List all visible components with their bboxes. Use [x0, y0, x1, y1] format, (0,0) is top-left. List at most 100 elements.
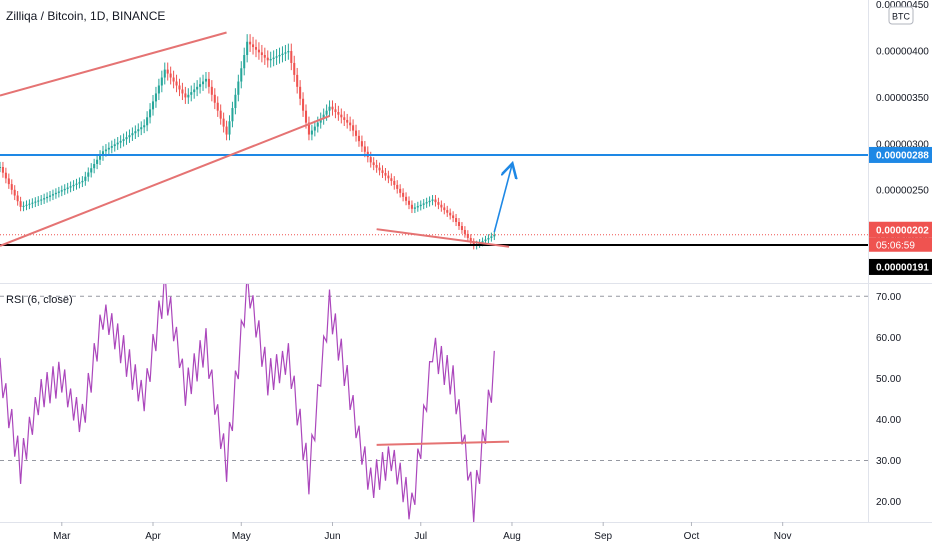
candle	[437, 197, 440, 210]
candle	[328, 100, 331, 117]
rsi-axis-ticks[interactable]: 20.00 30.00 40.00 50.00 60.00 70.00	[876, 292, 901, 508]
candle	[354, 124, 358, 142]
candle	[151, 94, 155, 116]
rsi-line	[0, 284, 495, 522]
channel-lower-line[interactable]	[0, 115, 330, 247]
candle	[37, 196, 40, 207]
candle	[34, 197, 37, 208]
candle	[57, 186, 60, 198]
price-tick-label: 0.00000350	[876, 93, 929, 104]
candle	[128, 129, 131, 143]
candle	[140, 121, 143, 136]
price-axis-ticks[interactable]: 0.000002000.000002500.000003000.00000350…	[876, 0, 929, 243]
candle	[240, 61, 243, 89]
candle	[81, 176, 84, 188]
candle	[0, 161, 2, 173]
candle	[357, 130, 360, 147]
candle	[87, 167, 90, 182]
channel-upper-line[interactable]	[0, 31, 227, 97]
candle	[10, 179, 13, 195]
candle	[90, 163, 93, 178]
candle	[322, 108, 325, 125]
countdown-badge: 05:06:59	[869, 237, 932, 252]
candle	[431, 195, 434, 206]
candle	[463, 226, 466, 238]
candle	[184, 86, 187, 104]
price-pane[interactable]	[0, 0, 868, 283]
time-tick-label: May	[232, 531, 251, 542]
price-tick-label: 0.00000400	[876, 47, 929, 58]
candle	[252, 36, 255, 55]
time-tick-label: Sep	[594, 531, 612, 542]
svg-text:0.00000191: 0.00000191	[876, 262, 929, 273]
candle	[387, 170, 390, 184]
candle	[225, 120, 228, 141]
candle	[284, 44, 287, 62]
candle	[66, 182, 69, 194]
candle	[228, 115, 231, 141]
candle	[60, 185, 63, 197]
candle	[190, 85, 193, 102]
candle	[266, 50, 269, 68]
candle	[101, 145, 105, 161]
candle	[316, 116, 319, 133]
candle	[346, 113, 349, 129]
candle	[378, 162, 381, 176]
currency-button[interactable]: BTC	[888, 6, 914, 25]
candle	[422, 199, 425, 210]
candle	[457, 218, 461, 230]
falling-trendline[interactable]	[376, 228, 510, 248]
candle	[72, 180, 75, 191]
svg-text:0.00000288: 0.00000288	[876, 150, 929, 161]
candle	[213, 88, 216, 110]
candle	[334, 103, 337, 119]
price-drawings	[0, 31, 868, 248]
candle	[193, 82, 196, 99]
chart-title: Zilliqa / Bitcoin, 1D, BINANCE	[6, 9, 165, 23]
candle	[278, 47, 281, 64]
projection-arrow[interactable]	[493, 165, 512, 233]
candle	[134, 125, 137, 139]
candle	[131, 127, 134, 141]
candle	[302, 92, 305, 117]
candle	[99, 150, 102, 165]
candle	[246, 34, 249, 63]
candle	[149, 103, 152, 124]
candle	[107, 142, 110, 155]
candle	[257, 42, 260, 60]
candle	[122, 133, 125, 147]
candle	[452, 211, 455, 223]
time-axis-ticks[interactable]: Mar Apr May Jun Jul Aug Sep Oct Nov	[53, 522, 792, 542]
candle	[125, 131, 128, 145]
price-tick-label: 0.00000450	[876, 0, 929, 11]
rsi-trendline[interactable]	[376, 440, 510, 446]
time-tick-label: Nov	[774, 531, 792, 542]
time-tick-label: Jun	[324, 531, 340, 542]
candle	[487, 234, 490, 244]
resistance-badge: 0.00000288	[869, 146, 932, 163]
candle	[419, 200, 422, 211]
candle	[237, 74, 240, 102]
candle	[337, 105, 340, 121]
candle	[7, 173, 10, 189]
time-tick-label: Mar	[53, 531, 71, 542]
candle	[272, 50, 275, 67]
candle	[416, 201, 419, 212]
price-badges: 0.00000288 0.00000202 05:06:59 0.00000191	[869, 146, 932, 275]
candle	[196, 80, 199, 97]
candle	[43, 193, 46, 204]
candle	[51, 189, 54, 201]
svg-text:05:06:59: 05:06:59	[876, 240, 915, 251]
candle	[69, 181, 72, 193]
candle	[446, 205, 449, 217]
candle	[40, 195, 43, 205]
candle	[428, 196, 431, 207]
candle	[63, 184, 66, 195]
candle	[16, 190, 19, 206]
price-tick-label: 0.00000250	[876, 186, 929, 197]
rsi-tick-label: 30.00	[876, 456, 901, 467]
rsi-pane[interactable]	[0, 284, 868, 522]
rsi-series	[0, 284, 868, 522]
candle	[310, 124, 313, 141]
